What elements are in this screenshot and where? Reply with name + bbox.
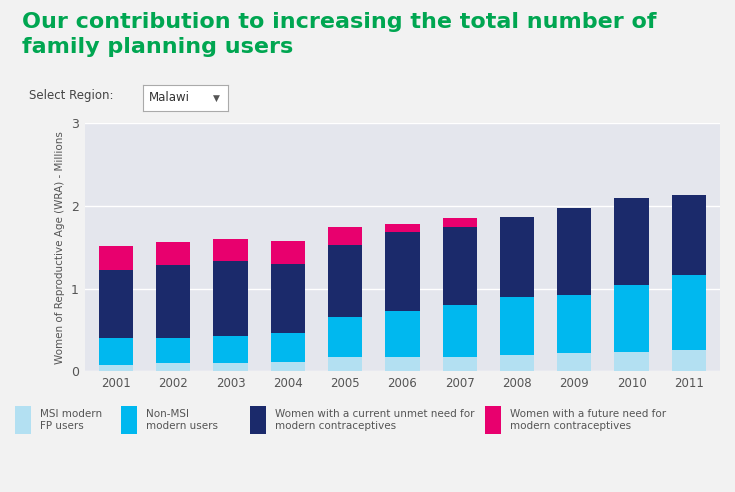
- Bar: [98, 365, 133, 371]
- FancyBboxPatch shape: [15, 405, 31, 434]
- Bar: [557, 295, 592, 353]
- Bar: [156, 266, 190, 338]
- Bar: [500, 355, 534, 371]
- Bar: [614, 285, 649, 352]
- Bar: [557, 208, 592, 295]
- Bar: [213, 261, 248, 336]
- Y-axis label: Women of Reproductive Age (WRA) - Millions: Women of Reproductive Age (WRA) - Millio…: [55, 131, 65, 364]
- Bar: [442, 226, 477, 305]
- Bar: [156, 363, 190, 371]
- Bar: [98, 271, 133, 338]
- Bar: [328, 357, 362, 371]
- Bar: [156, 338, 190, 363]
- Bar: [385, 357, 420, 371]
- Bar: [270, 333, 305, 362]
- Text: Malawi: Malawi: [149, 92, 190, 104]
- Bar: [385, 232, 420, 311]
- Bar: [98, 338, 133, 365]
- Bar: [156, 242, 190, 266]
- Bar: [614, 198, 649, 285]
- Bar: [270, 264, 305, 333]
- Bar: [500, 217, 534, 297]
- Bar: [328, 245, 362, 317]
- Bar: [385, 311, 420, 357]
- Text: family planning users: family planning users: [22, 37, 293, 57]
- Bar: [270, 242, 305, 264]
- Bar: [385, 224, 420, 232]
- Bar: [672, 276, 706, 350]
- Bar: [442, 305, 477, 357]
- Bar: [213, 363, 248, 371]
- Text: Non-MSI
modern users: Non-MSI modern users: [146, 409, 218, 431]
- Bar: [270, 362, 305, 371]
- Text: Select Region:: Select Region:: [29, 90, 114, 102]
- Bar: [672, 350, 706, 371]
- Bar: [672, 195, 706, 276]
- Bar: [328, 226, 362, 245]
- Bar: [213, 336, 248, 363]
- Text: ▼: ▼: [213, 93, 220, 102]
- Bar: [442, 218, 477, 226]
- Bar: [614, 352, 649, 371]
- Text: Women with a current unmet need for
modern contraceptives: Women with a current unmet need for mode…: [275, 409, 474, 431]
- Bar: [500, 297, 534, 355]
- Bar: [442, 357, 477, 371]
- Bar: [213, 239, 248, 261]
- Text: Women with a future need for
modern contraceptives: Women with a future need for modern cont…: [510, 409, 666, 431]
- FancyBboxPatch shape: [485, 405, 501, 434]
- Bar: [557, 353, 592, 371]
- Bar: [98, 246, 133, 271]
- Bar: [328, 317, 362, 357]
- FancyBboxPatch shape: [121, 405, 137, 434]
- Text: Our contribution to increasing the total number of: Our contribution to increasing the total…: [22, 12, 656, 32]
- Text: MSI modern
FP users: MSI modern FP users: [40, 409, 102, 431]
- FancyBboxPatch shape: [250, 405, 266, 434]
